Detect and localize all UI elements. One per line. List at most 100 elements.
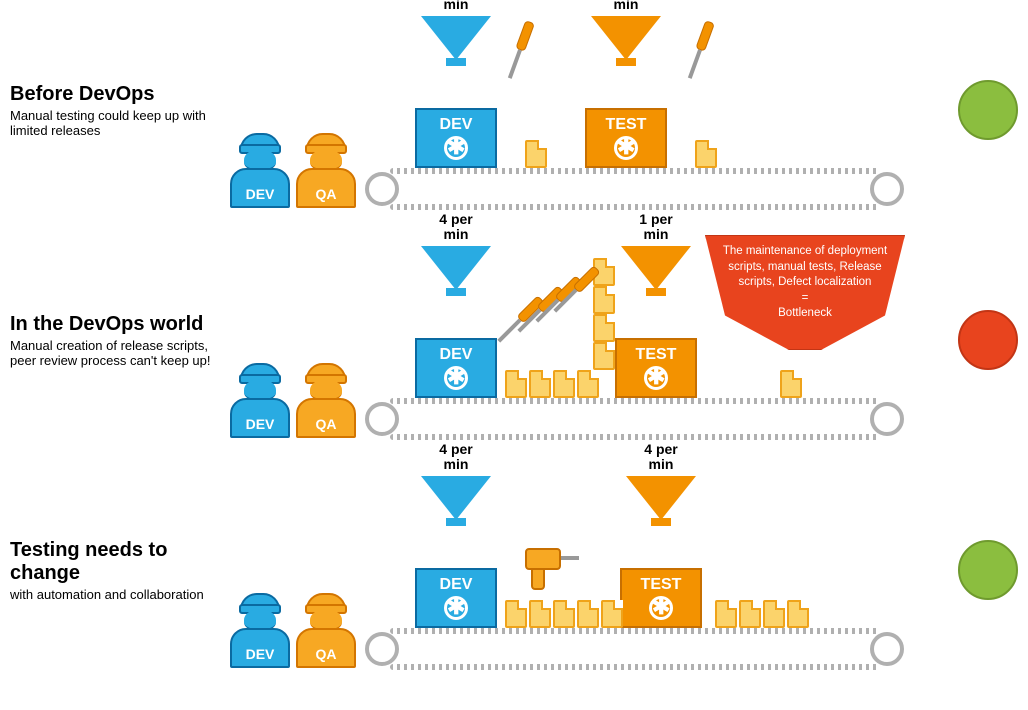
funnel-neck-icon [446, 518, 466, 526]
workers: DEV QA [230, 363, 365, 440]
machine-box: DEV [415, 568, 497, 628]
bottleneck-text: The maintenance of deployment scripts, m… [705, 235, 905, 350]
worker-body: DEV [230, 168, 290, 208]
machine-label: DEV [440, 116, 473, 134]
workers: DEV QA [230, 133, 365, 210]
machine-test: 1 perminTEST [615, 338, 697, 398]
workers: DEV QA [230, 593, 365, 670]
belt-wheel-icon [365, 402, 399, 436]
gear-icon [644, 366, 668, 390]
package-icon [525, 140, 547, 168]
worker-label: DEV [246, 416, 275, 432]
rate-label: 1 permin [585, 0, 667, 13]
status-circle [958, 310, 1018, 370]
funnel-neck-icon [646, 288, 666, 296]
machine-label: DEV [440, 346, 473, 364]
gear-icon [444, 366, 468, 390]
worker-label: QA [316, 646, 337, 662]
machine-dev: 4 perminDEV [415, 568, 497, 628]
belt-wheel-icon [365, 632, 399, 666]
screwdriver-icon [685, 20, 715, 80]
package-icon [553, 600, 575, 628]
package-icon [505, 370, 527, 398]
machine-test: 4 perminTEST [620, 568, 702, 628]
belt-top [390, 398, 879, 404]
funnel-neck-icon [446, 288, 466, 296]
package-icon [577, 600, 599, 628]
funnel-neck-icon [616, 58, 636, 66]
conveyor-belt [365, 398, 904, 440]
package-icon [695, 140, 717, 168]
machine-box: DEV [415, 108, 497, 168]
machine-label: TEST [636, 346, 677, 364]
funnel-icon [621, 246, 691, 290]
gear-icon [444, 136, 468, 160]
package-icon [593, 286, 615, 314]
worker-label: DEV [246, 646, 275, 662]
row-devops: In the DevOps worldManual creation of re… [10, 240, 1018, 440]
package-icon [577, 370, 599, 398]
package-icon [529, 600, 551, 628]
belt-bottom [390, 664, 879, 670]
worker-body: DEV [230, 628, 290, 668]
funnel-neck-icon [651, 518, 671, 526]
package-icon [601, 600, 623, 628]
machine-dev: 1 perminDEV [415, 108, 497, 168]
worker-label: QA [316, 186, 337, 202]
belt-area: 4 perminDEV 4 perminTEST [365, 470, 944, 670]
machine-dev: 4 perminDEV [415, 338, 497, 398]
drill-icon [525, 548, 575, 590]
conveyor-belt [365, 628, 904, 670]
funnel-icon [421, 16, 491, 60]
belt-bottom [390, 204, 879, 210]
gear-icon [444, 596, 468, 620]
machine-box: TEST [620, 568, 702, 628]
worker-body: QA [296, 168, 356, 208]
rate-label: 1 permin [415, 0, 497, 13]
funnel-icon [421, 246, 491, 290]
funnel-icon [421, 476, 491, 520]
row-title: Before DevOps [10, 83, 220, 106]
belt-wheel-icon [870, 172, 904, 206]
row-title: In the DevOps world [10, 313, 220, 336]
machine-box: TEST [585, 108, 667, 168]
worker-qa: QA [296, 363, 356, 438]
package-icon [529, 370, 551, 398]
row-subtitle: Manual creation of release scripts, peer… [10, 338, 220, 368]
funnel-neck-icon [446, 58, 466, 66]
rate-label: 4 permin [620, 442, 702, 473]
text-block: In the DevOps worldManual creation of re… [10, 313, 230, 368]
machine-label: TEST [641, 576, 682, 594]
machine-test: 1 perminTEST [585, 108, 667, 168]
belt-top [390, 168, 879, 174]
belt-wheel-icon [870, 402, 904, 436]
package-icon [739, 600, 761, 628]
worker-dev: DEV [230, 363, 290, 438]
package-icon [593, 342, 615, 370]
package-icon [780, 370, 802, 398]
worker-label: QA [316, 416, 337, 432]
row-subtitle: Manual testing could keep up with limite… [10, 108, 220, 138]
machine-box: TEST [615, 338, 697, 398]
worker-body: DEV [230, 398, 290, 438]
row-before: Before DevOpsManual testing could keep u… [10, 10, 1018, 210]
package-icon [787, 600, 809, 628]
status-circle [958, 540, 1018, 600]
rate-label: 4 permin [415, 442, 497, 473]
row-subtitle: with automation and collaboration [10, 587, 220, 602]
worker-dev: DEV [230, 593, 290, 668]
machine-label: DEV [440, 576, 473, 594]
package-icon [763, 600, 785, 628]
package-icon [593, 314, 615, 342]
package-icon [553, 370, 575, 398]
gear-icon [649, 596, 673, 620]
text-block: Testing needs to changewith automation a… [10, 539, 230, 602]
funnel-icon [591, 16, 661, 60]
belt-bottom [390, 434, 879, 440]
package-icon [715, 600, 737, 628]
status-circle [958, 80, 1018, 140]
worker-label: DEV [246, 186, 275, 202]
belt-wheel-icon [870, 632, 904, 666]
machine-box: DEV [415, 338, 497, 398]
conveyor-belt [365, 168, 904, 210]
